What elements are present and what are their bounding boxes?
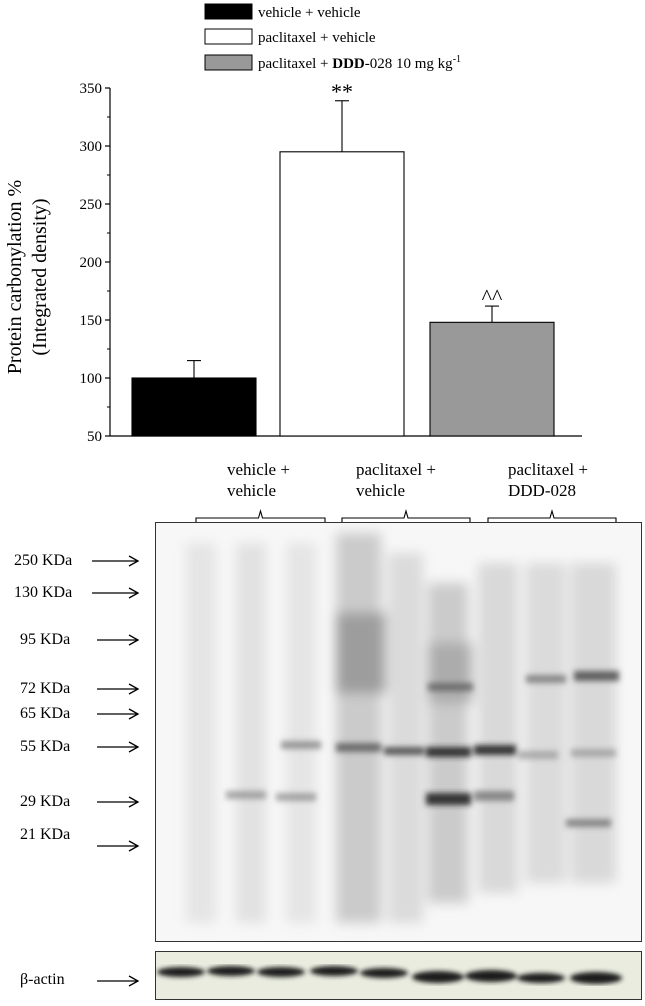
legend-swatch-1 bbox=[204, 3, 253, 20]
marker-55-kda: 55 KDa bbox=[20, 738, 71, 755]
blot-group-label-3: paclitaxel + DDD-028 bbox=[508, 460, 588, 500]
y-tick-label-300: 300 bbox=[80, 139, 103, 155]
bar-2 bbox=[279, 151, 405, 437]
marker-72-kda: 72 KDa bbox=[20, 680, 71, 697]
marker-arrowhead-1 bbox=[128, 555, 140, 567]
legend-swatch-2 bbox=[204, 28, 253, 45]
group-bracket-2 bbox=[341, 508, 471, 525]
marker-arrowhead-9 bbox=[128, 975, 140, 987]
y-tick-label-350: 350 bbox=[80, 81, 103, 97]
y-tick-label-150: 150 bbox=[80, 313, 103, 329]
y-tick-label-200: 200 bbox=[80, 255, 103, 271]
blot-group-label-2: paclitaxel + vehicle bbox=[356, 460, 436, 500]
bars: ** ^^ bbox=[131, 79, 555, 437]
legend-label-2: paclitaxel + vehicle bbox=[258, 30, 376, 46]
y-axis: 50 100 150 200 250 300 350 Protein carbonylatio… bbox=[4, 81, 582, 445]
marker-arrowhead-3 bbox=[128, 634, 140, 646]
y-tick-label-250: 250 bbox=[80, 197, 103, 213]
group-bracket-3 bbox=[487, 508, 617, 525]
marker-29-kda: 29 KDa bbox=[20, 793, 71, 810]
chart-legend: vehicle + vehicle paclitaxel + vehicle pac… bbox=[204, 3, 461, 72]
marker-arrowhead-7 bbox=[128, 796, 140, 808]
western-blot-image bbox=[155, 522, 642, 942]
marker-arrowhead-5 bbox=[128, 708, 140, 720]
y-tick-label-100: 100 bbox=[80, 371, 103, 387]
marker-arrowhead-8 bbox=[128, 840, 140, 852]
beta-actin-label: β-actin bbox=[20, 971, 65, 988]
marker-130-kda: 130 KDa bbox=[14, 584, 73, 601]
y-axis-title-line-2: (Integrated density) bbox=[29, 198, 51, 355]
group-bracket-1 bbox=[195, 508, 326, 525]
blot-group-label-1: vehicle + vehicle bbox=[227, 460, 290, 500]
marker-arrowhead-4 bbox=[128, 683, 140, 695]
marker-65-kda: 65 KDa bbox=[20, 705, 71, 722]
y-tick-label-50: 50 bbox=[87, 429, 102, 445]
beta-actin-blot bbox=[155, 951, 642, 1000]
blot-annotations bbox=[92, 508, 617, 987]
marker-21-kda: 21 KDa bbox=[20, 826, 71, 843]
legend-swatch-3 bbox=[204, 54, 253, 71]
bar-3 bbox=[429, 321, 555, 437]
legend-label-3: paclitaxel + DDD-028 10 mg kg-1 bbox=[258, 54, 461, 72]
marker-95-kda: 95 KDa bbox=[20, 631, 71, 648]
legend-label-1: vehicle + vehicle bbox=[258, 5, 361, 21]
significance-label-3: ^^ bbox=[482, 284, 503, 309]
significance-label-2: ** bbox=[331, 79, 353, 104]
bar-1 bbox=[131, 377, 257, 437]
y-axis-title-line-1: Protein carbonylation % bbox=[4, 180, 26, 374]
marker-250-kda: 250 KDa bbox=[14, 552, 73, 569]
marker-arrowhead-6 bbox=[128, 741, 140, 753]
marker-arrowhead-2 bbox=[128, 587, 140, 599]
